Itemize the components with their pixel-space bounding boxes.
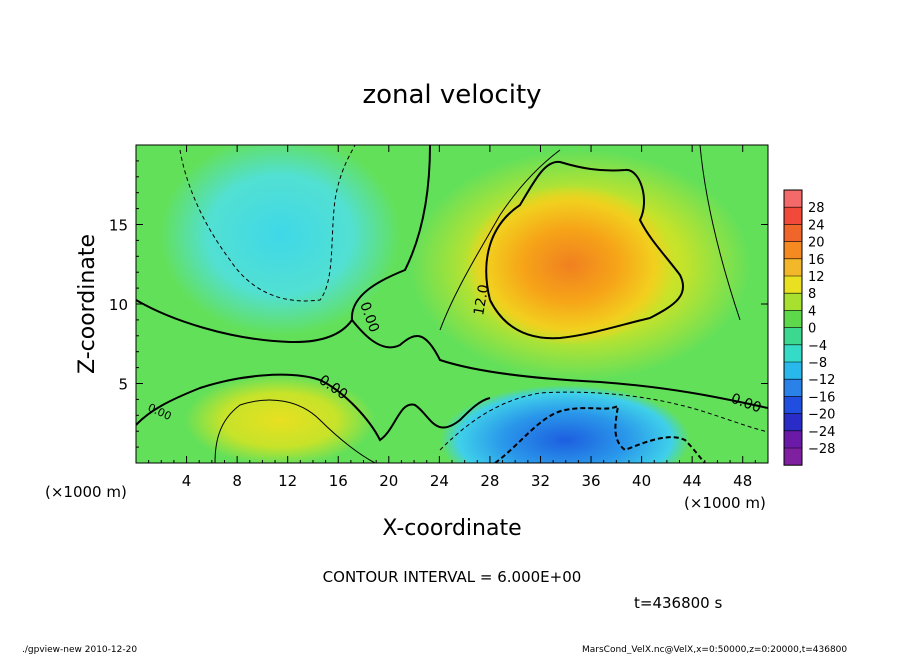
x-tick-label: 12 xyxy=(278,472,297,490)
colorbar-segment xyxy=(784,276,802,294)
contour-interval: CONTOUR INTERVAL = 6.000E+00 xyxy=(323,568,582,586)
field-yellow-lower-left xyxy=(185,375,375,463)
colorbar-segment xyxy=(784,396,802,414)
contour-negative-outer xyxy=(439,391,768,451)
x-tick-label: 32 xyxy=(531,472,550,490)
plot-area xyxy=(136,145,768,463)
footer-left: ./gpview-new 2010-12-20 xyxy=(22,645,137,654)
contour-twelve xyxy=(485,160,685,340)
colorbar-label: −28 xyxy=(808,442,835,457)
colorbar-segment xyxy=(784,258,802,276)
contour-zero-top xyxy=(350,145,431,321)
colorbar-label: −20 xyxy=(808,408,835,423)
y-axis: 5 10 15 xyxy=(109,160,768,448)
contour-lines xyxy=(136,145,768,463)
colorbar-segment xyxy=(784,362,802,380)
contour-positive-lower xyxy=(214,399,376,463)
field-orange-jet xyxy=(465,185,675,345)
contour-label-12: 12.0 xyxy=(471,283,492,316)
y-tick-label: 15 xyxy=(109,217,128,235)
x-tick-label: 8 xyxy=(232,472,242,490)
y-tick-label: 10 xyxy=(109,296,128,314)
colorbar-segment xyxy=(784,430,802,448)
x-tick-label: 36 xyxy=(581,472,600,490)
x-tick-label: 16 xyxy=(329,472,348,490)
y-axis-label: Z-coordinate xyxy=(75,234,100,374)
colorbar-label: −24 xyxy=(808,425,835,440)
x-unit-right: (×1000 m) xyxy=(684,494,766,512)
chart-title: zonal velocity xyxy=(362,80,541,110)
colorbar-segment xyxy=(784,190,802,208)
footer-right: MarsCond_VelX.nc@VelX,x=0:50000,z=0:2000… xyxy=(582,645,847,654)
x-axis-label: X-coordinate xyxy=(382,516,521,541)
colorbar-label: 20 xyxy=(808,236,825,251)
colorbar-segment xyxy=(784,241,802,259)
x-tick-label: 44 xyxy=(683,472,702,490)
colorbar-label: 16 xyxy=(808,253,825,268)
x-tick-label: 40 xyxy=(632,472,651,490)
colorbar-segment xyxy=(784,379,802,397)
colorbar: 28 24 20 16 12 8 4 0 −4 −8 −12 −16 −20 −24 −28 xyxy=(783,189,835,466)
colorbar-label: 0 xyxy=(808,322,816,337)
contour-negative-lower xyxy=(494,404,706,463)
colorbar-segment xyxy=(784,327,802,345)
y-tick-label: 5 xyxy=(118,376,128,394)
x-axis: 4 8 12 16 20 24 28 32 36 40 44 48 xyxy=(148,145,756,490)
colorbar-segment xyxy=(784,344,802,362)
contour-zero-lower xyxy=(136,373,491,442)
colorbar-segment xyxy=(784,310,802,328)
contour-positive-upper xyxy=(439,145,741,331)
field-cyan-upper-left xyxy=(160,145,400,335)
colorbar-label: 4 xyxy=(808,304,816,319)
colorbar-label: −12 xyxy=(808,373,835,388)
colorbar-label: 12 xyxy=(808,270,825,285)
colorbar-segment xyxy=(784,224,802,242)
time-stamp: t=436800 s xyxy=(634,594,722,612)
x-unit-left: (×1000 m) xyxy=(45,483,127,501)
colorbar-segment xyxy=(784,207,802,225)
colorbar-label: −16 xyxy=(808,390,835,405)
x-tick-label: 28 xyxy=(480,472,499,490)
x-tick-label: 4 xyxy=(182,472,192,490)
colorbar-label: −4 xyxy=(808,339,827,354)
x-tick-label: 48 xyxy=(733,472,752,490)
colorbar-label: 24 xyxy=(808,218,825,233)
colorbar-segment xyxy=(784,293,802,311)
colorbar-label: 8 xyxy=(808,287,816,302)
colorbar-segment xyxy=(784,413,802,431)
x-tick-label: 20 xyxy=(379,472,398,490)
colorbar-segment xyxy=(784,448,802,466)
colorbar-label: −8 xyxy=(808,356,827,371)
colorbar-label: 28 xyxy=(808,201,825,216)
contour-zero-main xyxy=(136,299,768,409)
x-tick-label: 24 xyxy=(430,472,449,490)
